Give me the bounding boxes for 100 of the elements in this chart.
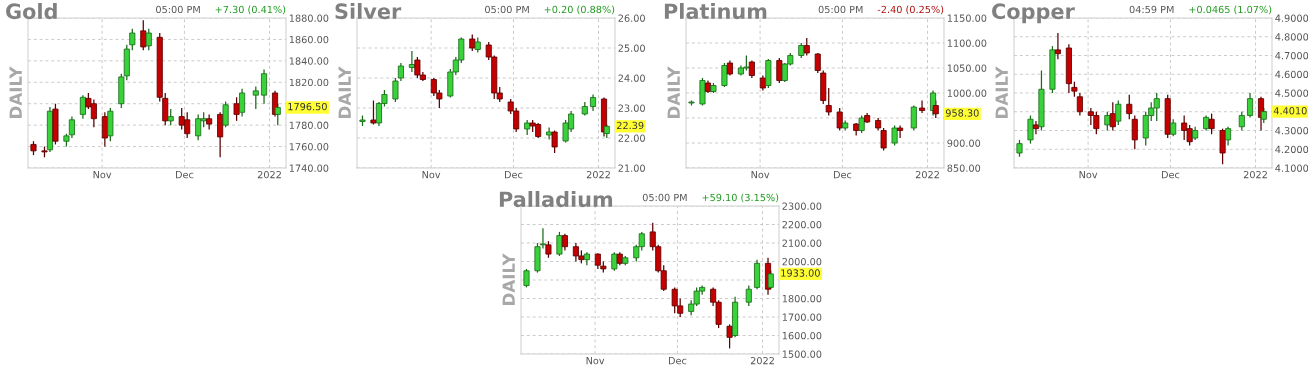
y-tick-label: 1760.00 [289,143,329,151]
y-tick-label: 4.1000 [1275,164,1308,172]
y-tick-label: 4.8000 [1275,33,1308,41]
candlestick [140,19,147,51]
y-tick-label: 2100.00 [782,239,822,247]
y-tick-label: 1700.00 [782,313,822,321]
annotation: 958.30 [945,109,979,117]
candlestick [546,126,553,141]
candlestick [1219,127,1226,165]
candlestick [726,323,733,350]
candlestick [79,94,86,120]
candlestick [239,88,246,118]
x-tick-label: Nov [1079,171,1098,179]
text: -2.40 (0.25%) [877,5,944,15]
y-axis-title: DAILY [502,253,515,305]
x-tick-label: Nov [586,357,605,365]
text: +0.20 (0.88%) [544,5,615,15]
x-tick-label: 2022 [915,170,939,179]
y-tick-label: 1000.00 [947,89,987,97]
text: 05:00 PM [642,193,687,202]
candlestick [1238,111,1245,132]
candlestick [1115,99,1122,126]
y-tick-label: 21.00 [618,164,645,172]
x-tick-label: Dec [1161,171,1180,179]
x-tick-label: Dec [175,171,194,179]
y-tick-label: 4.2000 [1275,145,1308,154]
candlestick [745,284,752,307]
y-tick-label: 1600.00 [782,331,822,340]
y-tick-label: 4.9000 [1275,14,1308,22]
candlestick [523,268,530,289]
y-tick-label: 2300.00 [782,202,822,210]
x-tick-label: Dec [833,171,852,179]
y-axis-title: DAILY [338,66,351,118]
annotation: 1796.50 [288,102,327,111]
x-tick-label: Dec [668,357,687,365]
x-tick-label: Nov [93,171,112,179]
y-tick-label: 1800.00 [782,294,822,303]
chart-title: Gold [6,3,57,20]
x-tick-label: Nov [751,171,770,179]
candlestick [825,87,832,117]
y-tick-label: 900.00 [947,139,981,147]
y-tick-label: 1050.00 [947,64,987,72]
candlestick [1225,126,1232,147]
candlestick [1104,111,1111,132]
x-tick-label: 2022 [257,170,281,179]
candlestick [611,251,618,272]
candlestick [195,113,202,141]
y-tick-label: 25.00 [618,44,645,52]
y-axis-title: DAILY [9,66,22,118]
y-tick-label: 1100.00 [947,39,987,47]
y-axis-title: DAILY [995,66,1008,118]
candlestick [145,28,152,51]
candlestick [222,100,229,128]
x-tick-label: 2022 [750,356,774,365]
annotation: 22.39 [617,121,644,130]
text: 05:00 PM [156,5,200,14]
y-tick-label: 22.00 [618,134,645,142]
candlestick [261,68,268,105]
y-tick-label: 1840.00 [289,57,329,65]
y-axis-title: DAILY [667,66,680,118]
y-tick-label: 1820.00 [289,78,329,87]
y-tick-label: 26.00 [618,14,645,22]
y-tick-label: 1150.00 [947,14,987,22]
candlestick [776,57,783,84]
chart-title: Palladium [499,191,613,208]
x-tick-label: 2022 [1243,170,1267,179]
candlestick [1076,92,1083,117]
y-tick-label: 1860.00 [289,35,329,44]
y-tick-label: 2200.00 [782,220,822,229]
x-tick-label: Nov [422,171,441,179]
text: 05:00 PM [818,5,863,14]
candlestick [556,231,563,257]
y-tick-label: 2000.00 [782,257,822,266]
y-tick-label: 4.5000 [1275,89,1308,97]
candlestick [1208,112,1215,135]
text: +7.30 (0.41%) [215,5,286,15]
x-tick-label: 2022 [586,170,610,179]
y-tick-label: 1880.00 [289,14,329,22]
text: 05:00 PM [485,5,529,14]
candlestick [699,77,706,107]
candlestick [721,62,728,88]
y-tick-label: 4.3000 [1275,126,1308,135]
annotation: 4.4010 [1273,107,1307,115]
annotation: 1933.00 [781,269,820,277]
candlestick [252,85,259,110]
candlestick [1247,92,1254,118]
candlestick [1027,114,1034,145]
y-tick-label: 24.00 [618,74,645,82]
candlestick [919,99,926,114]
chart-title: Silver [335,3,402,20]
text: +59.10 (3.15%) [702,193,779,203]
text: +0.0465 (1.07%) [1189,5,1272,15]
y-tick-label: 4.7000 [1275,51,1308,60]
y-tick-label: 1780.00 [289,121,329,129]
y-tick-label: 23.00 [618,104,645,112]
candlestick [836,107,843,132]
candlestick [891,124,898,147]
candlestick [1126,94,1133,120]
y-tick-label: 4.6000 [1275,70,1308,79]
candlestick [217,111,224,158]
